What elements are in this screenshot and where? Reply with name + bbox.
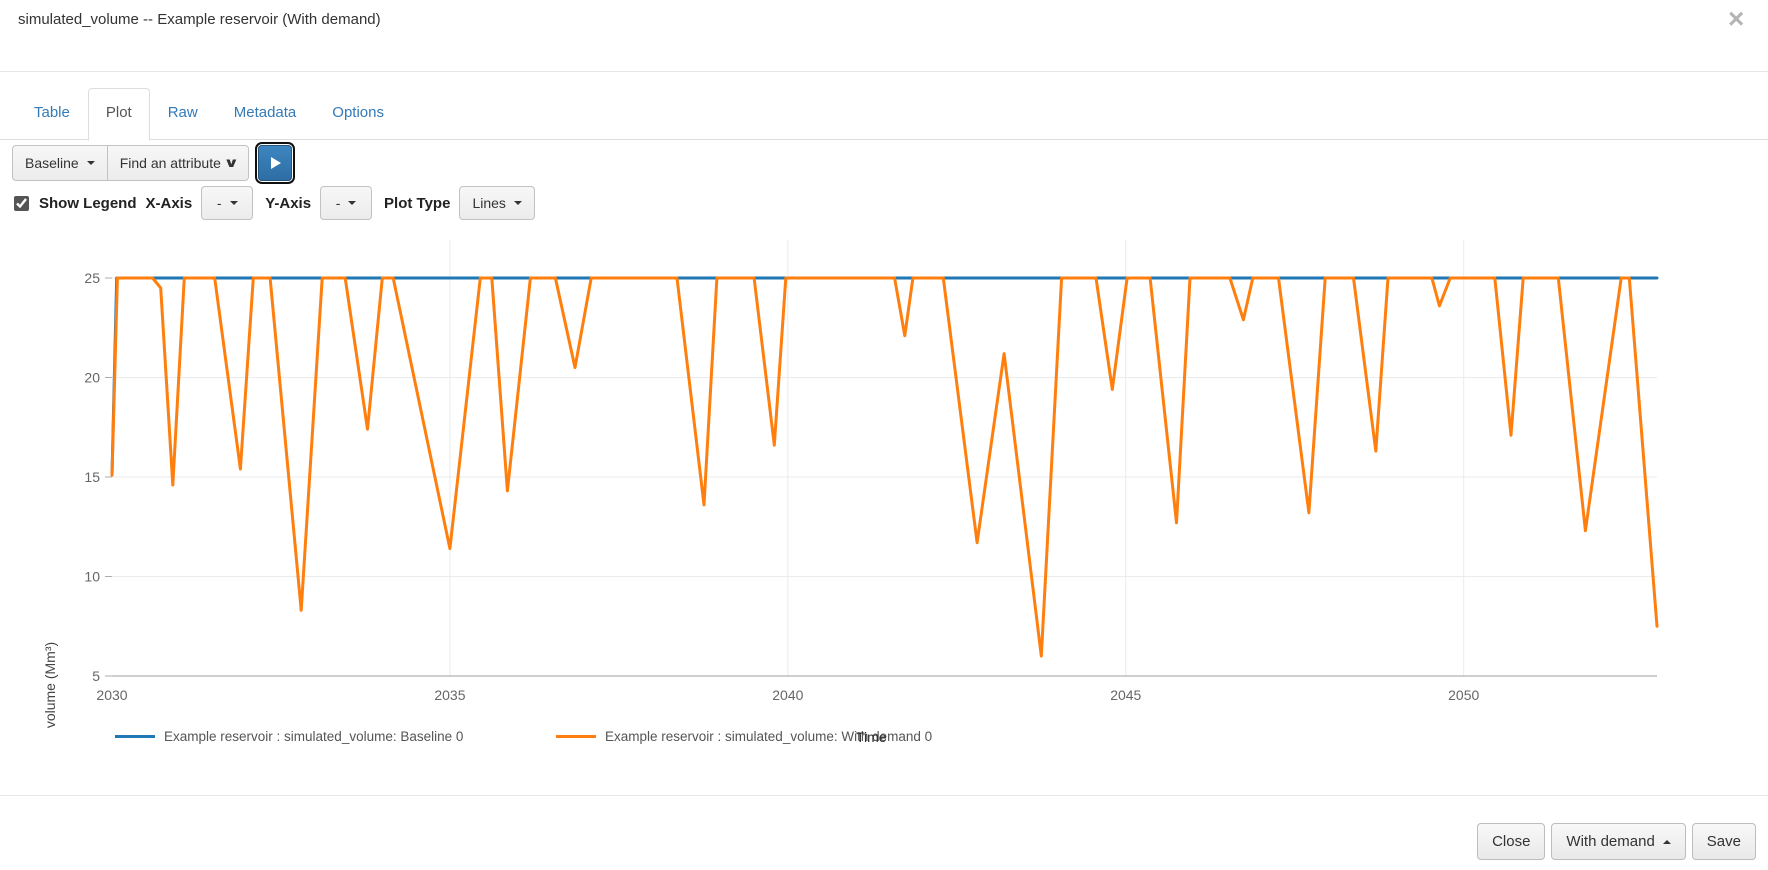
header-divider	[0, 71, 1768, 72]
x-axis-select[interactable]: -	[201, 186, 254, 220]
scenario-toggle-button[interactable]: With demand	[1551, 823, 1686, 860]
svg-text:2045: 2045	[1110, 687, 1141, 703]
svg-text:20: 20	[84, 370, 100, 386]
tab-bar: Table Plot Raw Metadata Options	[16, 88, 402, 141]
tabbar-border	[0, 139, 1768, 140]
plot-controls: Show Legend X-Axis - Y-Axis - Plot Type …	[12, 186, 547, 220]
footer-buttons: Close With demand Save	[1477, 823, 1756, 860]
x-axis-label: X-Axis	[145, 194, 193, 212]
y-axis-label: Y-Axis	[265, 194, 312, 212]
chevron-down-icon: ∨	[223, 155, 240, 170]
svg-text:2050: 2050	[1448, 687, 1479, 703]
tab-table[interactable]: Table	[34, 104, 70, 121]
legend-item-with-demand: Example reservoir : simulated_volume: Wi…	[556, 729, 932, 744]
save-button[interactable]: Save	[1691, 823, 1756, 860]
y-axis-title: volume (Mm³)	[42, 641, 58, 729]
legend-line-with-demand-icon	[556, 734, 596, 739]
x-axis-title: Time	[856, 729, 887, 745]
svg-text:15: 15	[84, 469, 100, 485]
tab-metadata[interactable]: Metadata	[233, 104, 297, 121]
page-title: simulated_volume -- Example reservoir (W…	[18, 11, 381, 28]
play-icon	[271, 157, 282, 169]
tab-options[interactable]: Options	[332, 104, 384, 121]
attribute-select[interactable]: Find an attribute ∨	[106, 145, 250, 181]
caret-up-icon	[1662, 839, 1671, 844]
save-button-label: Save	[1706, 833, 1741, 850]
footer-divider	[0, 795, 1768, 796]
tab-raw[interactable]: Raw	[167, 104, 198, 121]
legend-line-baseline-icon	[115, 734, 155, 739]
legend-label-baseline: Example reservoir : simulated_volume: Ba…	[164, 729, 464, 744]
caret-down-icon	[348, 201, 357, 205]
show-legend-checkbox[interactable]	[14, 195, 29, 211]
attribute-select-label: Find an attribute	[119, 155, 221, 171]
x-axis-value: -	[216, 195, 222, 211]
scenario-dropdown-label: Baseline	[25, 155, 79, 171]
plot-type-label: Plot Type	[384, 194, 451, 212]
plot-type-select[interactable]: Lines	[459, 186, 535, 220]
legend-item-baseline: Example reservoir : simulated_volume: Ba…	[115, 729, 463, 744]
svg-text:25: 25	[84, 270, 100, 286]
y-axis-select[interactable]: -	[320, 186, 373, 220]
caret-down-icon	[86, 161, 95, 165]
close-button-label: Close	[1492, 833, 1531, 850]
y-axis-value: -	[335, 195, 341, 211]
plot-toolbar: Baseline Find an attribute ∨	[12, 145, 293, 181]
show-legend-label: Show Legend	[39, 194, 137, 212]
close-button[interactable]: Close	[1477, 823, 1546, 860]
legend-label-with-demand: Example reservoir : simulated_volume: Wi…	[605, 729, 933, 744]
scenario-attribute-group: Baseline Find an attribute ∨	[12, 145, 250, 181]
close-icon[interactable]: ×	[1728, 3, 1745, 34]
plot-type-value: Lines	[472, 195, 506, 211]
tab-plot[interactable]: Plot	[87, 88, 150, 141]
caret-down-icon	[229, 201, 238, 205]
play-button[interactable]	[258, 145, 293, 181]
chart-area: 5 10 15 20 25 2030 2035 2040 2045 2050 volume (Mm…	[0, 230, 1768, 770]
scenario-dropdown[interactable]: Baseline	[12, 145, 108, 181]
svg-text:2030: 2030	[96, 687, 127, 703]
svg-text:2035: 2035	[434, 687, 465, 703]
caret-down-icon	[513, 201, 522, 205]
svg-text:2040: 2040	[772, 687, 803, 703]
svg-text:5: 5	[92, 668, 100, 684]
scenario-toggle-label: With demand	[1566, 833, 1655, 850]
svg-text:10: 10	[84, 569, 100, 585]
